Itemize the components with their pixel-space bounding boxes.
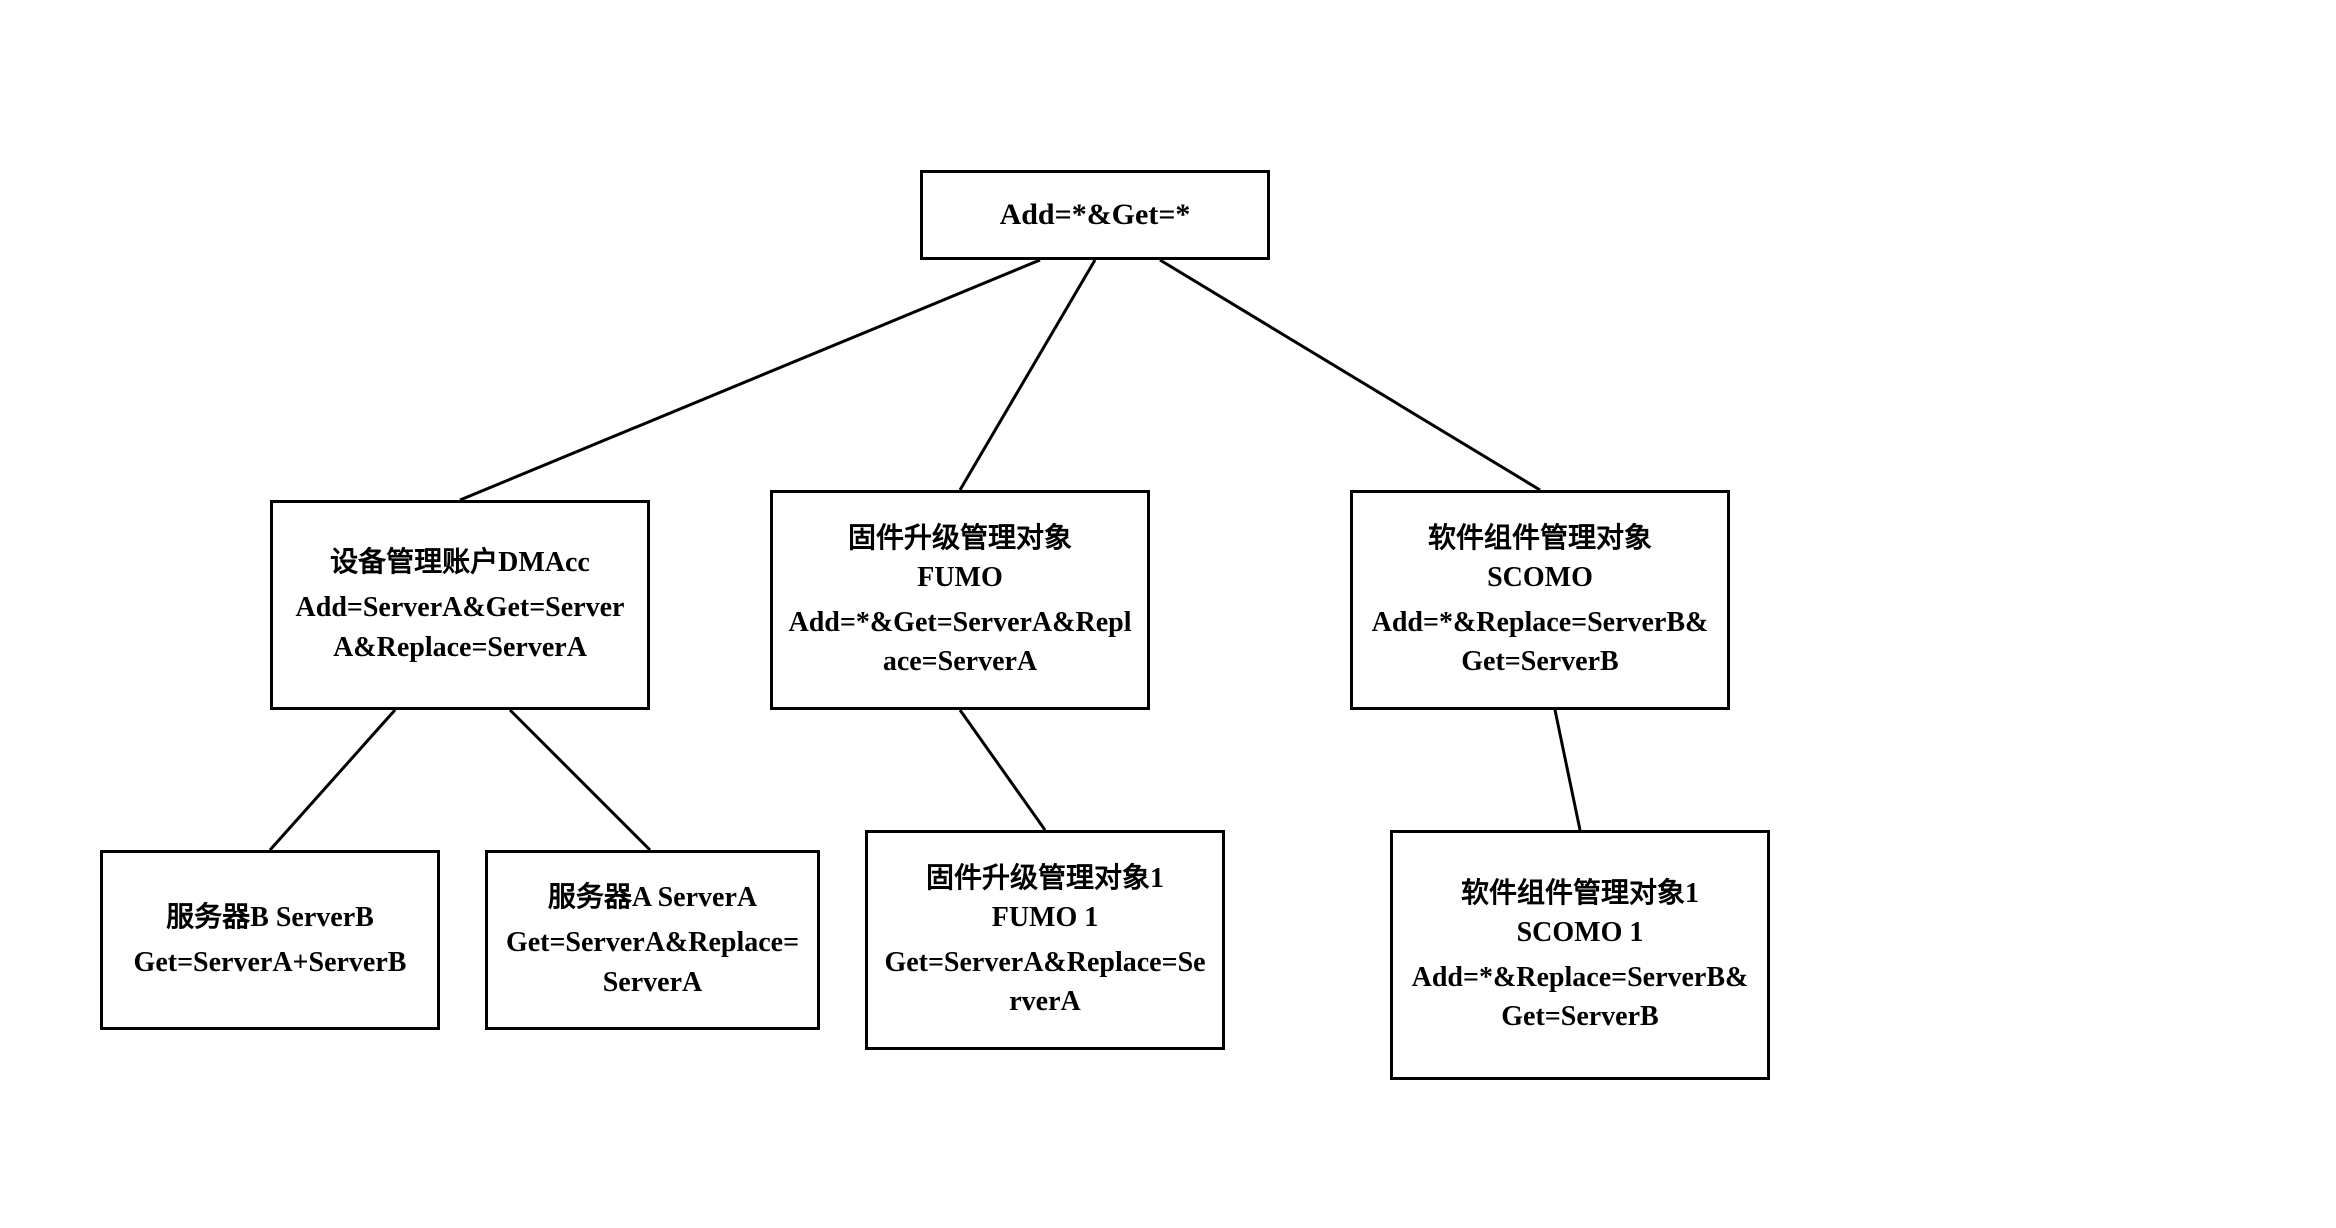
node-acl: Get=ServerA&Replace=ServerA — [882, 943, 1208, 1021]
node-title: 服务器A ServerA — [548, 878, 757, 917]
node-acl: Add=*&Replace=ServerB&Get=ServerB — [1367, 603, 1713, 681]
tree-node-dmacc: 设备管理账户DMAcc Add=ServerA&Get=ServerA&Repla… — [270, 500, 650, 710]
tree-edge-root-scomo — [1160, 260, 1540, 490]
tree-edge-scomo-scomo1 — [1555, 710, 1580, 830]
tree-edge-fumo-fumo1 — [960, 710, 1045, 830]
tree-node-scomo: 软件组件管理对象SCOMOAdd=*&Replace=ServerB&Get=S… — [1350, 490, 1730, 710]
tree-node-scomo1: 软件组件管理对象1SCOMO 1Add=*&Replace=ServerB&Ge… — [1390, 830, 1770, 1080]
tree-edge-dmacc-servera — [510, 710, 650, 850]
tree-node-fumo1: 固件升级管理对象1FUMO 1Get=ServerA&Replace=Serve… — [865, 830, 1225, 1050]
node-title: 软件组件管理对象1SCOMO 1 — [1461, 874, 1699, 952]
tree-node-serverb: 服务器B ServerB Get=ServerA+ServerB — [100, 850, 440, 1030]
node-acl: Add=*&Replace=ServerB&Get=ServerB — [1407, 958, 1753, 1036]
node-title: 设备管理账户DMAcc — [330, 543, 590, 582]
tree-node-servera: 服务器A ServerA Get=ServerA&Replace=ServerA — [485, 850, 820, 1030]
node-acl: Get=ServerA&Replace=ServerA — [502, 923, 803, 1001]
tree-node-root: Add=*&Get=* — [920, 170, 1270, 260]
tree-edge-root-fumo — [960, 260, 1095, 490]
node-title: 软件组件管理对象SCOMO — [1428, 519, 1652, 597]
node-title: 固件升级管理对象1FUMO 1 — [926, 859, 1164, 937]
tree-edge-dmacc-serverb — [270, 710, 395, 850]
node-acl: Add=*&Get=ServerA&Replace=ServerA — [787, 603, 1133, 681]
node-acl: Add=*&Get=* — [1000, 194, 1191, 236]
node-acl: Add=ServerA&Get=ServerA&Replace=ServerA — [287, 588, 633, 666]
node-title: 服务器B ServerB — [166, 898, 374, 937]
node-title: 固件升级管理对象FUMO — [848, 519, 1072, 597]
tree-edge-root-dmacc — [460, 260, 1040, 500]
node-acl: Get=ServerA+ServerB — [134, 943, 407, 982]
tree-node-fumo: 固件升级管理对象FUMOAdd=*&Get=ServerA&Replace=Se… — [770, 490, 1150, 710]
